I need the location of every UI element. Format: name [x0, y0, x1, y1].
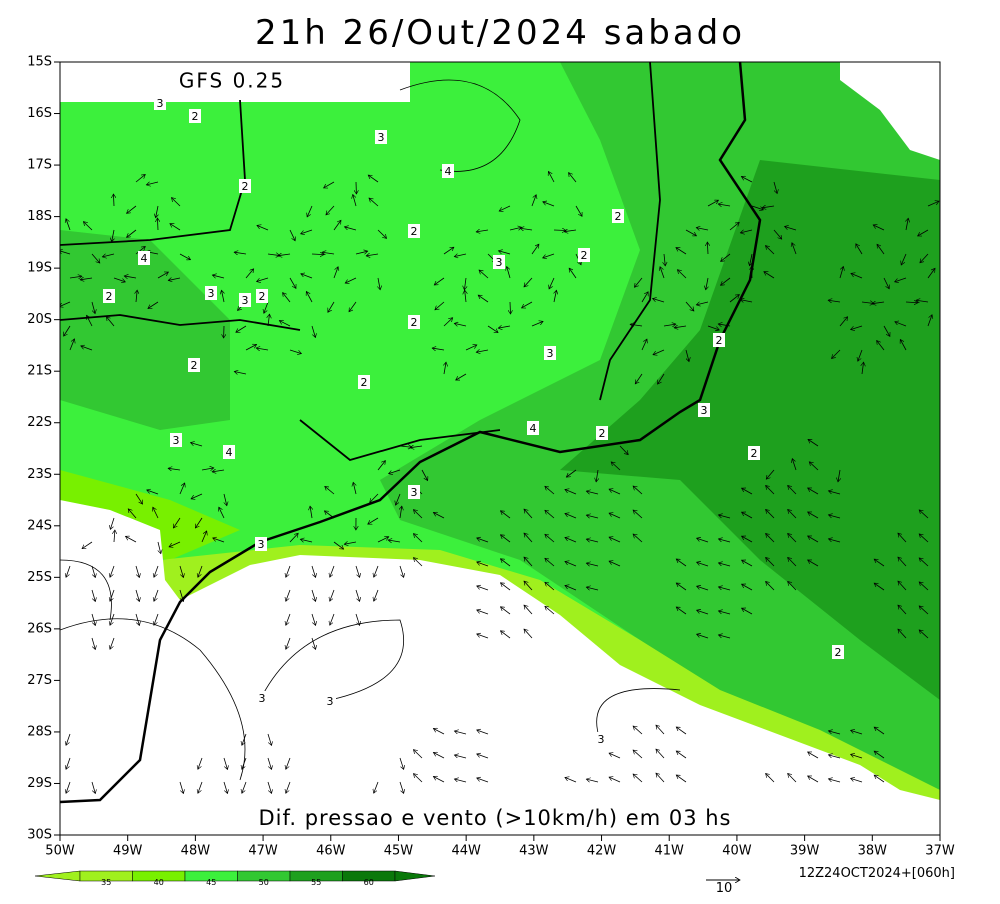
colorbar-label: 35: [101, 878, 111, 887]
lat-label: 16S: [27, 106, 52, 121]
contour-label: 3: [242, 294, 249, 307]
caption: Dif. pressao e vento (>10km/h) em 03 hs: [258, 806, 731, 830]
contour-label: 2: [411, 225, 418, 238]
lon-label: 46W: [316, 844, 346, 859]
lon-label: 44W: [451, 844, 481, 859]
run-label: 12Z24OCT2024+[060h]: [799, 866, 955, 881]
lat-label: 19S: [27, 261, 52, 276]
contour-label: 3: [378, 131, 385, 144]
lat-label: 27S: [27, 673, 52, 688]
colorbar-label: 40: [154, 878, 164, 887]
contour-label: 2: [361, 376, 368, 389]
lat-label: 20S: [27, 312, 52, 327]
contour-label: 3: [411, 486, 418, 499]
lat-label: 21S: [27, 364, 52, 379]
lon-label: 48W: [181, 844, 211, 859]
contour-label: 2: [615, 210, 622, 223]
contour-label: 3: [598, 733, 605, 746]
contour-label: 3: [496, 256, 503, 269]
lon-label: 42W: [587, 844, 617, 859]
contour-label: 2: [716, 334, 723, 347]
contour-label: 2: [259, 290, 266, 303]
contour-label: 2: [751, 447, 758, 460]
lon-label: 40W: [722, 844, 752, 859]
lon-label: 50W: [45, 844, 75, 859]
colorbar-label: 55: [311, 878, 321, 887]
lon-label: 45W: [384, 844, 414, 859]
wind-vector: [113, 194, 114, 206]
contour-label: 3: [208, 287, 215, 300]
contour-label: 3: [173, 434, 180, 447]
contour-label: 4: [445, 165, 452, 178]
lon-label: 47W: [248, 844, 278, 859]
contour-label: 3: [701, 404, 708, 417]
contour-label: 3: [547, 347, 554, 360]
lat-label: 26S: [27, 621, 52, 636]
lat-label: 30S: [27, 828, 52, 843]
contour-label: 2: [581, 249, 588, 262]
colorbar-label: 60: [364, 878, 374, 887]
model-label: GFS 0.25: [179, 69, 285, 93]
lon-label: 37W: [925, 844, 955, 859]
title: 21h 26/Out/2024 sabado: [255, 13, 745, 53]
wind-vector: [157, 218, 158, 230]
lat-label: 29S: [27, 776, 52, 791]
contour-label: 2: [191, 359, 198, 372]
colorbar-label: 50: [259, 878, 269, 887]
contour-label: 3: [157, 97, 164, 110]
lat-label: 24S: [27, 518, 52, 533]
lat-label: 25S: [27, 570, 52, 585]
lat-label: 23S: [27, 467, 52, 482]
vector-scale-label: 10: [716, 881, 733, 896]
contour-label: 2: [411, 316, 418, 329]
contour-label: 2: [599, 427, 606, 440]
lat-label: 17S: [27, 158, 52, 173]
lat-label: 15S: [27, 55, 52, 70]
wind-vector: [510, 302, 511, 314]
contour-label: 3: [327, 695, 334, 708]
lon-label: 43W: [519, 844, 549, 859]
colorbar-tip: [395, 871, 435, 881]
contour-label: 2: [192, 110, 199, 123]
lat-label: 28S: [27, 724, 52, 739]
contour-label: 2: [242, 180, 249, 193]
contour-label: 4: [530, 422, 537, 435]
contour-label: 3: [258, 538, 265, 551]
lon-label: 39W: [790, 844, 820, 859]
contour-label: 2: [106, 290, 113, 303]
wind-vector: [554, 230, 566, 231]
lat-label: 18S: [27, 209, 52, 224]
lon-label: 49W: [113, 844, 143, 859]
lat-label: 22S: [27, 415, 52, 430]
colorbar: 35 40 45 50 55 60: [35, 871, 435, 887]
contour-label: 2: [835, 646, 842, 659]
contour-label: 3: [259, 692, 266, 705]
lon-label: 41W: [655, 844, 685, 859]
colorbar-tip: [35, 871, 80, 881]
contour-label: 4: [141, 252, 148, 265]
colorbar-label: 45: [206, 878, 216, 887]
contour-label: 4: [226, 446, 233, 459]
lon-label: 38W: [858, 844, 888, 859]
